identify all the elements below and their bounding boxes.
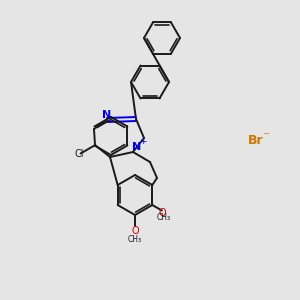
Text: N: N: [132, 142, 142, 152]
Text: +: +: [139, 137, 147, 146]
Text: CH₃: CH₃: [157, 213, 171, 222]
Text: Br: Br: [248, 134, 264, 146]
Text: O: O: [159, 208, 166, 218]
Text: O: O: [131, 226, 139, 236]
Text: Cl: Cl: [74, 149, 84, 160]
Text: CH₃: CH₃: [128, 236, 142, 244]
Text: ⁻: ⁻: [262, 130, 269, 144]
Text: N: N: [102, 110, 112, 120]
